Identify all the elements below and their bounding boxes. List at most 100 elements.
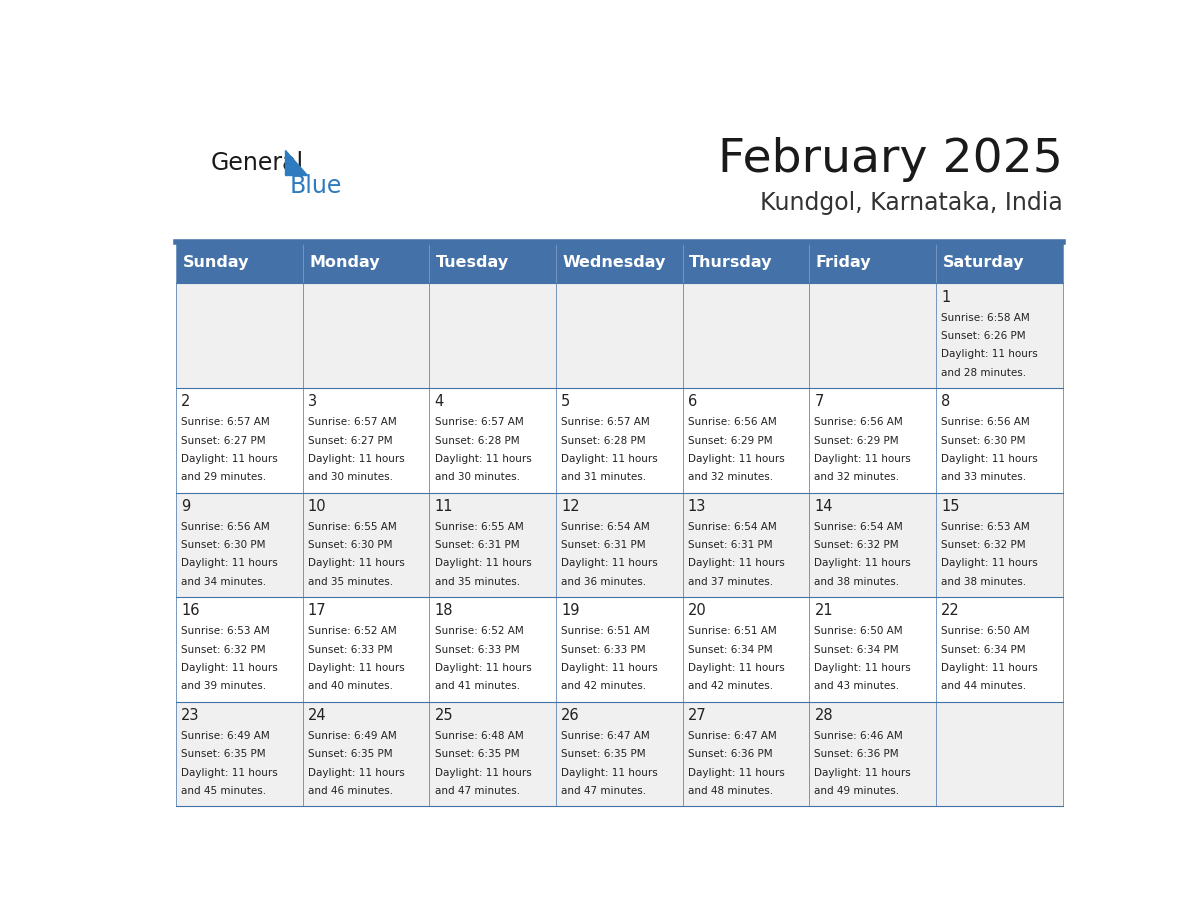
FancyBboxPatch shape <box>556 493 683 598</box>
Text: Sunrise: 6:56 AM: Sunrise: 6:56 AM <box>815 418 903 427</box>
Text: Sunrise: 6:55 AM: Sunrise: 6:55 AM <box>308 521 397 532</box>
Text: 10: 10 <box>308 498 327 514</box>
Text: Sunrise: 6:53 AM: Sunrise: 6:53 AM <box>182 626 270 636</box>
Text: Sunset: 6:30 PM: Sunset: 6:30 PM <box>182 540 266 550</box>
FancyBboxPatch shape <box>936 284 1063 388</box>
Text: Sunrise: 6:54 AM: Sunrise: 6:54 AM <box>688 521 777 532</box>
Text: and 42 minutes.: and 42 minutes. <box>688 681 773 691</box>
Text: Sunset: 6:35 PM: Sunset: 6:35 PM <box>182 749 266 759</box>
Text: Sunrise: 6:58 AM: Sunrise: 6:58 AM <box>941 313 1030 322</box>
Text: Sunrise: 6:46 AM: Sunrise: 6:46 AM <box>815 731 903 741</box>
Text: Daylight: 11 hours: Daylight: 11 hours <box>561 767 658 778</box>
Text: 7: 7 <box>815 394 823 409</box>
Text: Sunset: 6:29 PM: Sunset: 6:29 PM <box>815 435 899 445</box>
FancyBboxPatch shape <box>936 493 1063 598</box>
Text: Daylight: 11 hours: Daylight: 11 hours <box>308 453 405 464</box>
FancyBboxPatch shape <box>556 388 683 493</box>
FancyBboxPatch shape <box>303 242 429 284</box>
Text: Sunset: 6:35 PM: Sunset: 6:35 PM <box>435 749 519 759</box>
Text: 19: 19 <box>561 603 580 619</box>
FancyBboxPatch shape <box>556 284 683 388</box>
FancyBboxPatch shape <box>809 242 936 284</box>
Text: Daylight: 11 hours: Daylight: 11 hours <box>182 453 278 464</box>
Text: Daylight: 11 hours: Daylight: 11 hours <box>308 558 405 568</box>
Text: 26: 26 <box>561 708 580 723</box>
Text: 3: 3 <box>308 394 317 409</box>
Text: Daylight: 11 hours: Daylight: 11 hours <box>815 767 911 778</box>
FancyBboxPatch shape <box>303 701 429 806</box>
FancyBboxPatch shape <box>683 242 809 284</box>
Text: Sunrise: 6:56 AM: Sunrise: 6:56 AM <box>182 521 270 532</box>
Text: Wednesday: Wednesday <box>562 255 665 270</box>
Text: Sunset: 6:27 PM: Sunset: 6:27 PM <box>308 435 392 445</box>
FancyBboxPatch shape <box>936 701 1063 806</box>
Text: Sunrise: 6:57 AM: Sunrise: 6:57 AM <box>561 418 650 427</box>
Text: Daylight: 11 hours: Daylight: 11 hours <box>182 767 278 778</box>
Text: Sunrise: 6:56 AM: Sunrise: 6:56 AM <box>688 418 777 427</box>
Text: 11: 11 <box>435 498 453 514</box>
Text: Sunset: 6:28 PM: Sunset: 6:28 PM <box>435 435 519 445</box>
Text: Daylight: 11 hours: Daylight: 11 hours <box>561 663 658 673</box>
Text: Daylight: 11 hours: Daylight: 11 hours <box>182 663 278 673</box>
Text: and 43 minutes.: and 43 minutes. <box>815 681 899 691</box>
FancyBboxPatch shape <box>683 598 809 701</box>
FancyBboxPatch shape <box>556 701 683 806</box>
Text: Sunrise: 6:51 AM: Sunrise: 6:51 AM <box>688 626 777 636</box>
FancyBboxPatch shape <box>556 242 683 284</box>
FancyBboxPatch shape <box>303 493 429 598</box>
Text: 18: 18 <box>435 603 453 619</box>
Text: and 39 minutes.: and 39 minutes. <box>182 681 266 691</box>
Text: and 40 minutes.: and 40 minutes. <box>308 681 393 691</box>
Text: Daylight: 11 hours: Daylight: 11 hours <box>815 558 911 568</box>
Text: Sunset: 6:30 PM: Sunset: 6:30 PM <box>941 435 1025 445</box>
Text: and 38 minutes.: and 38 minutes. <box>815 577 899 587</box>
FancyBboxPatch shape <box>809 388 936 493</box>
Text: General: General <box>211 151 304 175</box>
FancyBboxPatch shape <box>809 284 936 388</box>
Text: 22: 22 <box>941 603 960 619</box>
Text: and 35 minutes.: and 35 minutes. <box>435 577 519 587</box>
Text: and 32 minutes.: and 32 minutes. <box>688 472 773 482</box>
Text: Sunset: 6:31 PM: Sunset: 6:31 PM <box>435 540 519 550</box>
Text: 20: 20 <box>688 603 707 619</box>
Text: and 33 minutes.: and 33 minutes. <box>941 472 1026 482</box>
Text: Daylight: 11 hours: Daylight: 11 hours <box>815 453 911 464</box>
Text: Daylight: 11 hours: Daylight: 11 hours <box>688 663 784 673</box>
Text: February 2025: February 2025 <box>718 137 1063 182</box>
FancyBboxPatch shape <box>429 598 556 701</box>
Text: and 41 minutes.: and 41 minutes. <box>435 681 519 691</box>
Text: 13: 13 <box>688 498 706 514</box>
Text: Sunrise: 6:50 AM: Sunrise: 6:50 AM <box>815 626 903 636</box>
Text: 27: 27 <box>688 708 707 723</box>
Text: Sunset: 6:26 PM: Sunset: 6:26 PM <box>941 331 1025 341</box>
FancyBboxPatch shape <box>176 284 303 388</box>
FancyBboxPatch shape <box>683 493 809 598</box>
Text: and 47 minutes.: and 47 minutes. <box>435 786 519 796</box>
Text: and 35 minutes.: and 35 minutes. <box>308 577 393 587</box>
FancyBboxPatch shape <box>429 493 556 598</box>
Text: Sunrise: 6:54 AM: Sunrise: 6:54 AM <box>561 521 650 532</box>
Text: Daylight: 11 hours: Daylight: 11 hours <box>941 453 1038 464</box>
Text: Sunrise: 6:51 AM: Sunrise: 6:51 AM <box>561 626 650 636</box>
Text: and 30 minutes.: and 30 minutes. <box>308 472 393 482</box>
FancyBboxPatch shape <box>683 284 809 388</box>
Text: Sunrise: 6:57 AM: Sunrise: 6:57 AM <box>308 418 397 427</box>
Text: and 47 minutes.: and 47 minutes. <box>561 786 646 796</box>
Text: 12: 12 <box>561 498 580 514</box>
Text: Sunrise: 6:57 AM: Sunrise: 6:57 AM <box>182 418 270 427</box>
FancyBboxPatch shape <box>303 284 429 388</box>
Text: Kundgol, Karnataka, India: Kundgol, Karnataka, India <box>760 192 1063 216</box>
Text: Daylight: 11 hours: Daylight: 11 hours <box>688 767 784 778</box>
Text: Sunday: Sunday <box>183 255 249 270</box>
FancyBboxPatch shape <box>429 284 556 388</box>
Text: 16: 16 <box>182 603 200 619</box>
Text: 9: 9 <box>182 498 190 514</box>
Text: Sunrise: 6:54 AM: Sunrise: 6:54 AM <box>815 521 903 532</box>
Text: Daylight: 11 hours: Daylight: 11 hours <box>561 558 658 568</box>
FancyBboxPatch shape <box>809 598 936 701</box>
Text: Sunset: 6:34 PM: Sunset: 6:34 PM <box>688 644 772 655</box>
Text: Sunset: 6:35 PM: Sunset: 6:35 PM <box>308 749 392 759</box>
Text: Sunset: 6:30 PM: Sunset: 6:30 PM <box>308 540 392 550</box>
Text: 23: 23 <box>182 708 200 723</box>
Text: Daylight: 11 hours: Daylight: 11 hours <box>182 558 278 568</box>
